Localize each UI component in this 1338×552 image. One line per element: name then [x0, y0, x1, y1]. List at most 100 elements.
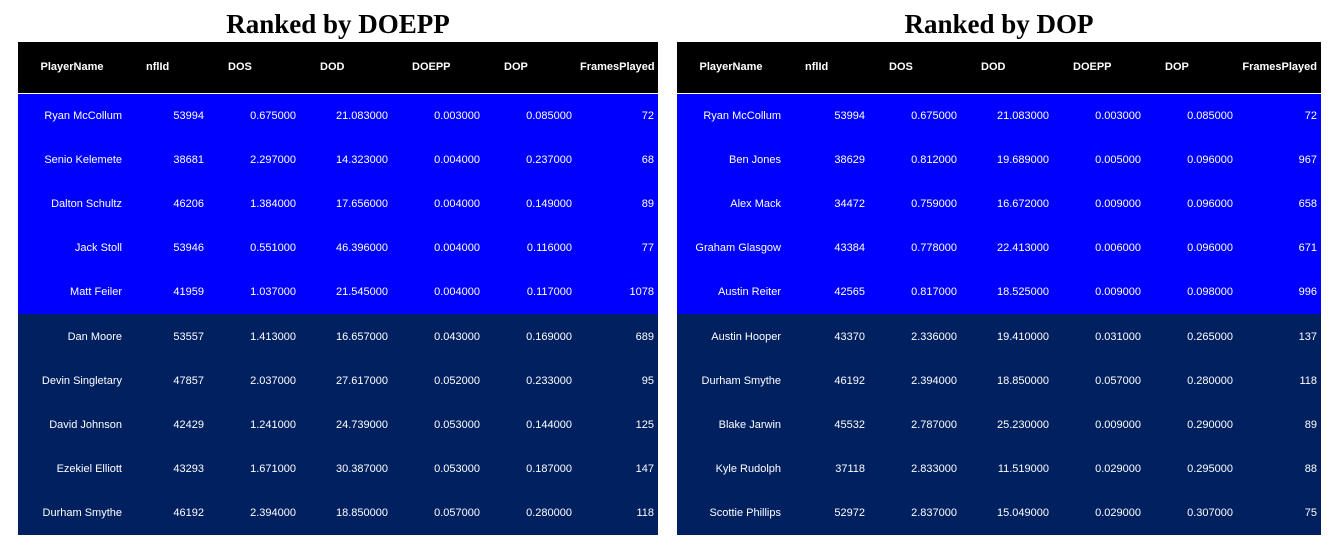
column-header-doepp: DOEPP [1053, 42, 1145, 94]
cell-nflid: 53557 [173, 330, 204, 343]
cell-framesplayed: 89 [641, 197, 654, 210]
table-row: Ryan McCollum 53994 0.675000 21.083000 0.003… [677, 93, 1321, 138]
cell-dop: 0.149000 [526, 197, 572, 210]
cell-dos: 2.394000 [911, 374, 957, 387]
cell-nflid: 46192 [834, 374, 865, 387]
cell-dop: 0.096000 [1187, 242, 1233, 255]
cell-dod: 19.689000 [997, 153, 1049, 166]
table-row: Scottie Phillips 52972 2.837000 15.049000 0.… [677, 491, 1321, 536]
cell-nflid: 53994 [173, 109, 204, 122]
cell-playername: Ben Jones [729, 153, 781, 166]
cell-dop: 0.096000 [1187, 153, 1233, 166]
cell-dod: 17.656000 [336, 197, 388, 210]
cell-dod: 21.083000 [997, 109, 1049, 122]
cell-playername: Scottie Phillips [709, 507, 781, 520]
cell-dod: 27.617000 [336, 374, 388, 387]
table-row: Ben Jones 38629 0.812000 19.689000 0.005000 0… [677, 137, 1321, 182]
cell-playername: Durham Smythe [42, 507, 122, 520]
column-header-dod: DOD [300, 42, 392, 94]
cell-dop: 0.265000 [1187, 330, 1233, 343]
table-row: Alex Mack 34472 0.759000 16.672000 0.009000 0… [677, 181, 1321, 227]
cell-nflid: 46192 [173, 507, 204, 520]
cell-framesplayed: 967 [1298, 153, 1317, 166]
cell-playername: Ezekiel Elliott [56, 463, 122, 476]
cell-dop: 0.307000 [1187, 507, 1233, 520]
column-header-dod: DOD [961, 42, 1053, 94]
cell-playername: David Johnson [49, 418, 122, 431]
cell-dod: 46.396000 [336, 242, 388, 255]
cell-dod: 21.083000 [336, 109, 388, 122]
cell-nflid: 45532 [834, 418, 865, 431]
cell-nflid: 53946 [173, 242, 204, 255]
cell-nflid: 37118 [835, 463, 865, 476]
table-row: Kyle Rudolph 37118 2.833000 11.519000 0.0290… [677, 447, 1321, 492]
cell-doepp: 0.009000 [1095, 418, 1141, 431]
cell-doepp: 0.005000 [1095, 153, 1141, 166]
cell-framesplayed: 137 [1298, 330, 1317, 343]
column-header-nflid: nflId [785, 42, 869, 94]
cell-dop: 0.290000 [1187, 418, 1233, 431]
cell-playername: Ryan McCollum [44, 109, 122, 122]
table-row: Austin Hooper 43370 2.336000 19.410000 0.031… [677, 314, 1321, 359]
cell-dos: 0.778000 [911, 242, 957, 255]
cell-framesplayed: 72 [1304, 109, 1317, 122]
cell-framesplayed: 658 [1298, 197, 1317, 210]
cell-dop: 0.280000 [1187, 374, 1233, 387]
cell-dos: 2.037000 [250, 374, 296, 387]
table-row: Durham Smythe 46192 2.394000 18.850000 0.057… [677, 358, 1321, 403]
cell-dos: 2.787000 [911, 418, 957, 431]
cell-dos: 0.675000 [911, 109, 957, 122]
cell-dos: 0.551000 [250, 242, 296, 255]
table-row: Jack Stoll 53946 0.551000 46.396000 0.004000… [18, 226, 658, 271]
cell-framesplayed: 77 [641, 242, 654, 255]
table-row: Ezekiel Elliott 43293 1.671000 30.387000 0.0… [18, 447, 658, 492]
cell-dop: 0.280000 [526, 507, 572, 520]
table-row: Graham Glasgow 43384 0.778000 22.413000 0.00… [677, 226, 1321, 271]
cell-nflid: 41959 [173, 286, 204, 299]
cell-dop: 0.085000 [1187, 109, 1233, 122]
cell-doepp: 0.009000 [1095, 197, 1141, 210]
table-row: Austin Reiter 42565 0.817000 18.525000 0.009… [677, 270, 1321, 315]
cell-doepp: 0.043000 [434, 330, 480, 343]
header-row: PlayerName nflId DOS DOD DOEPP DOP FramesPlaye… [18, 42, 658, 94]
cell-framesplayed: 671 [1298, 242, 1317, 255]
cell-dod: 18.850000 [336, 507, 388, 520]
cell-nflid: 38629 [834, 153, 865, 166]
cell-dop: 0.116000 [526, 242, 572, 255]
table-row: Devin Singletary 47857 2.037000 27.617000 0.… [18, 358, 658, 403]
cell-dos: 2.336000 [911, 330, 957, 343]
cell-dod: 19.410000 [997, 330, 1049, 343]
table-row: Ryan McCollum 53994 0.675000 21.083000 0.003… [18, 93, 658, 138]
cell-dos: 0.759000 [911, 197, 957, 210]
cell-dos: 2.394000 [250, 507, 296, 520]
cell-dop: 0.295000 [1187, 463, 1233, 476]
table-title: Ranked by DOP [904, 9, 1094, 39]
cell-framesplayed: 118 [1299, 374, 1317, 387]
cell-framesplayed: 118 [636, 507, 654, 520]
cell-doepp: 0.029000 [1095, 463, 1141, 476]
cell-playername: Blake Jarwin [718, 418, 781, 431]
cell-dop: 0.117000 [526, 286, 572, 299]
cell-dop: 0.233000 [526, 374, 572, 387]
cell-playername: Senio Kelemete [44, 153, 122, 166]
cell-framesplayed: 1078 [629, 286, 654, 299]
column-header-dos: DOS [208, 42, 300, 94]
column-header-framesplayed: FramesPlayed [1237, 42, 1321, 94]
cell-nflid: 42429 [173, 418, 204, 431]
cell-doepp: 0.057000 [434, 507, 480, 520]
cell-dod: 16.672000 [997, 197, 1049, 210]
cell-dos: 0.817000 [911, 286, 957, 299]
cell-playername: Alex Mack [730, 197, 781, 210]
cell-framesplayed: 72 [641, 109, 654, 122]
cell-framesplayed: 68 [641, 153, 654, 166]
cell-dos: 0.675000 [250, 109, 296, 122]
cell-dod: 16.657000 [336, 330, 388, 343]
cell-dos: 2.833000 [911, 463, 957, 476]
table-title: Ranked by DOEPP [226, 9, 450, 39]
table-row: Blake Jarwin 45532 2.787000 25.230000 0.0090… [677, 402, 1321, 447]
cell-framesplayed: 95 [641, 374, 654, 387]
cell-nflid: 52972 [834, 507, 865, 520]
column-header-doepp: DOEPP [392, 42, 484, 94]
cell-nflid: 47857 [173, 374, 204, 387]
cell-playername: Ryan McCollum [703, 109, 781, 122]
